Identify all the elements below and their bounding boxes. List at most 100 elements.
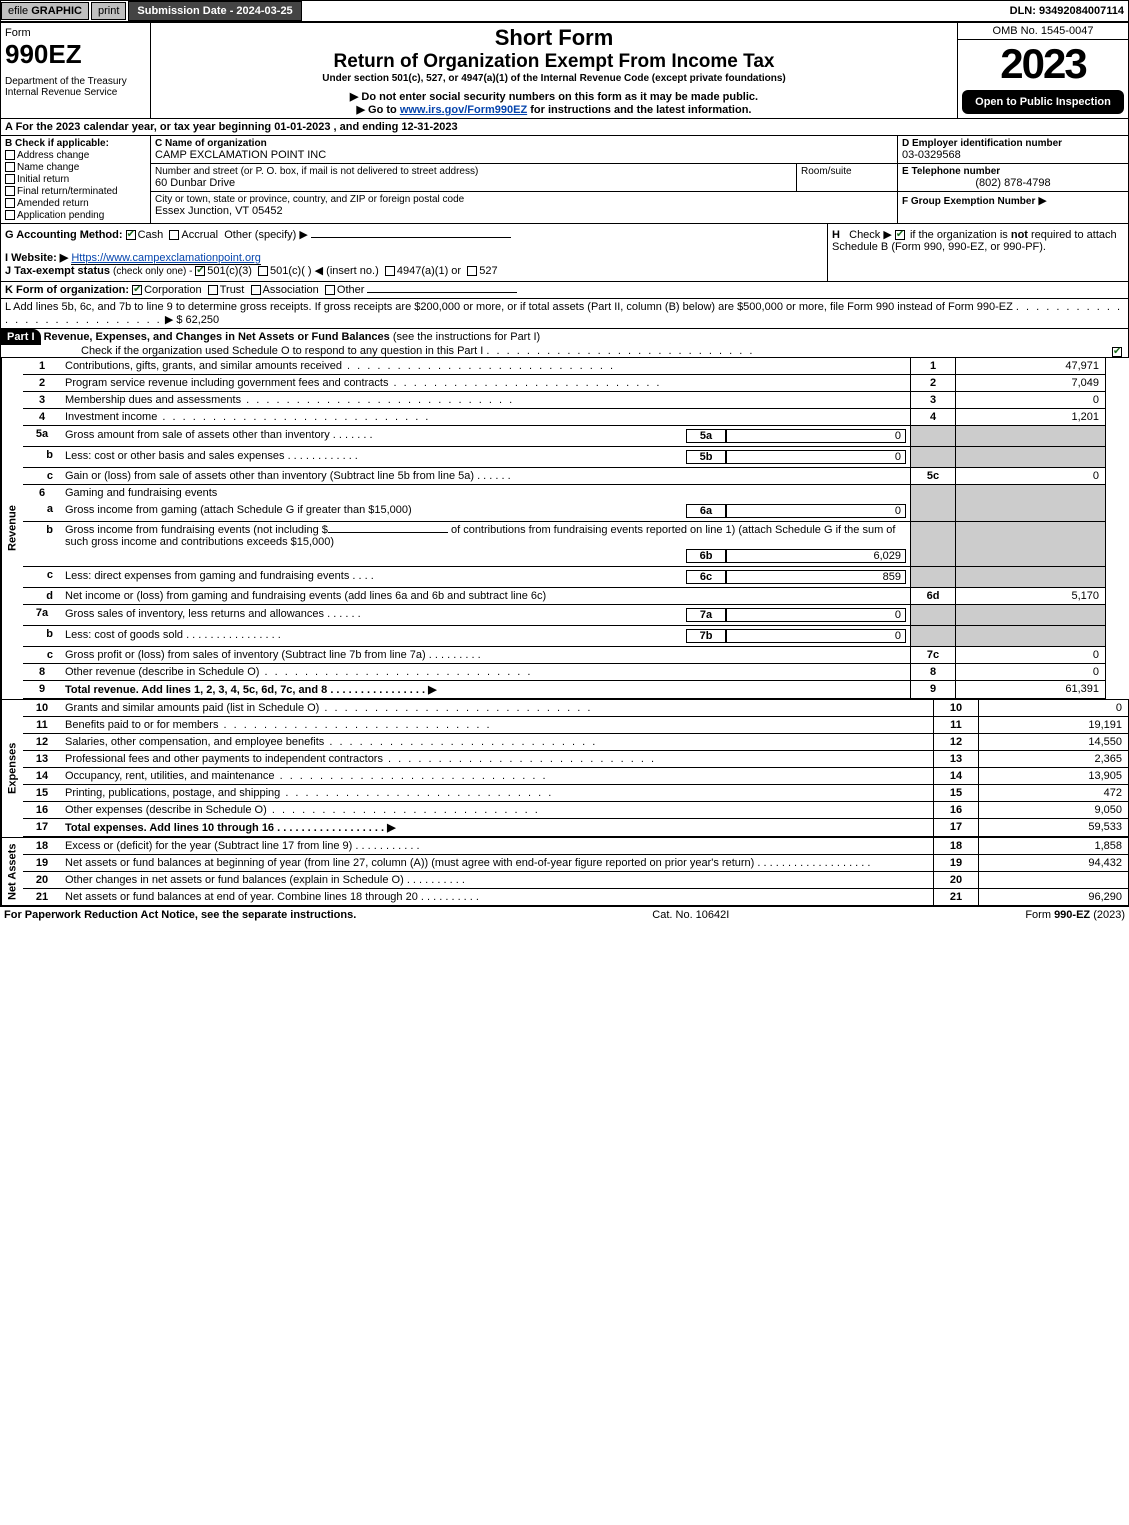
page-footer: For Paperwork Reduction Act Notice, see … [0, 906, 1129, 923]
line-7a-desc: Gross sales of inventory, less returns a… [61, 605, 910, 625]
ssn-warning: ▶ Do not enter social security numbers o… [157, 90, 951, 103]
b-opt-3[interactable]: Final return/terminated [5, 185, 146, 197]
tax-year: 2023 [958, 40, 1128, 88]
part1-title: Revenue, Expenses, and Changes in Net As… [44, 331, 390, 343]
room-label: Room/suite [797, 164, 897, 191]
checkbox-checked-icon[interactable] [895, 230, 905, 240]
efile-button[interactable]: efile GRAPHIC [1, 2, 89, 20]
l-line: L Add lines 5b, 6c, and 7b to line 9 to … [0, 299, 1129, 329]
part1-check-text: Check if the organization used Schedule … [81, 345, 483, 357]
goto-line: ▶ Go to www.irs.gov/Form990EZ for instru… [157, 103, 951, 116]
line-2-desc: Program service revenue including govern… [61, 375, 910, 391]
line-15-desc: Printing, publications, postage, and shi… [61, 785, 933, 801]
line-14-amt: 13,905 [978, 768, 1128, 784]
line-5c-desc: Gain or (loss) from sale of assets other… [61, 468, 910, 484]
line-15-amt: 472 [978, 785, 1128, 801]
part1-sub: (see the instructions for Part I) [393, 331, 540, 343]
title-return: Return of Organization Exempt From Incom… [157, 51, 951, 73]
checkbox-icon[interactable] [251, 285, 261, 295]
other-input[interactable] [311, 237, 511, 238]
b-opt-2[interactable]: Initial return [5, 173, 146, 185]
form-word: Form [5, 27, 146, 39]
l-arrow: ▶ $ [165, 314, 183, 326]
checkbox-checked-icon[interactable] [126, 230, 136, 240]
i-line: I Website: ▶ Https://www.campexclamation… [5, 251, 823, 264]
goto-link[interactable]: www.irs.gov/Form990EZ [400, 104, 527, 116]
checkbox-icon [5, 210, 15, 220]
checkbox-checked-icon[interactable] [195, 266, 205, 276]
line-6d-desc: Net income or (loss) from gaming and fun… [61, 588, 910, 604]
c-label: C Name of organization [155, 138, 893, 149]
line-a: A For the 2023 calendar year, or tax yea… [0, 119, 1129, 136]
line-4-amt: 1,201 [955, 409, 1105, 425]
line-10-amt: 0 [978, 700, 1128, 716]
j-label: J Tax-exempt status [5, 265, 110, 277]
6b-input[interactable] [328, 532, 448, 533]
line-5a-desc: Gross amount from sale of assets other t… [61, 426, 910, 446]
form-header: Form 990EZ Department of the Treasury In… [0, 22, 1129, 119]
checkbox-icon[interactable] [385, 266, 395, 276]
b-opt-0[interactable]: Address change [5, 149, 146, 161]
h-block: H Check ▶ if the organization is not req… [828, 224, 1128, 281]
checkbox-icon[interactable] [258, 266, 268, 276]
dept-treasury: Department of the Treasury Internal Reve… [5, 76, 146, 98]
line-10-desc: Grants and similar amounts paid (list in… [61, 700, 933, 716]
b-opt-5[interactable]: Application pending [5, 209, 146, 221]
checkbox-icon[interactable] [169, 230, 179, 240]
i-label: I Website: ▶ [5, 252, 68, 264]
netassets-section: Net Assets 18Excess or (deficit) for the… [0, 837, 1129, 906]
graphic-label: GRAPHIC [31, 5, 82, 17]
print-button[interactable]: print [91, 2, 126, 20]
dots-icon [486, 345, 754, 357]
addr-label: Number and street (or P. O. box, if mail… [155, 166, 792, 177]
gh-block: G Accounting Method: Cash Accrual Other … [0, 224, 1129, 281]
cat-no: Cat. No. 10642I [356, 909, 1025, 921]
line-4-desc: Investment income [61, 409, 910, 425]
line-12-amt: 14,550 [978, 734, 1128, 750]
e-label: E Telephone number [902, 166, 1124, 177]
line-3-desc: Membership dues and assessments [61, 392, 910, 408]
checkbox-icon [5, 186, 15, 196]
revenue-label: Revenue [1, 358, 23, 699]
line-5c-amt: 0 [955, 468, 1105, 484]
checkbox-icon [5, 198, 15, 208]
subtitle: Under section 501(c), 527, or 4947(a)(1)… [157, 73, 951, 84]
line-6a-desc: Gross income from gaming (attach Schedul… [61, 501, 910, 521]
line-13-desc: Professional fees and other payments to … [61, 751, 933, 767]
b-opt-1[interactable]: Name change [5, 161, 146, 173]
goto-post: for instructions and the latest informat… [527, 104, 751, 116]
city-label: City or town, state or province, country… [155, 194, 893, 205]
line-18-desc: Excess or (deficit) for the year (Subtra… [61, 838, 933, 854]
checkbox-checked-icon[interactable] [132, 285, 142, 295]
line-11-desc: Benefits paid to or for members [61, 717, 933, 733]
line-17-desc: Total expenses. Add lines 10 through 16 … [61, 819, 933, 836]
line-20-amt [978, 872, 1128, 888]
checkbox-checked-icon[interactable] [1112, 347, 1122, 357]
checkbox-icon [5, 174, 15, 184]
j-line: J Tax-exempt status (check only one) - 5… [5, 264, 823, 277]
line-1-amt: 47,971 [955, 358, 1105, 374]
line-21-amt: 96,290 [978, 889, 1128, 905]
line-8-desc: Other revenue (describe in Schedule O) [61, 664, 910, 680]
open-public: Open to Public Inspection [962, 90, 1124, 114]
checkbox-icon[interactable] [467, 266, 477, 276]
efile-label: efile [8, 5, 28, 17]
title-short-form: Short Form [157, 25, 951, 51]
k-other-input[interactable] [367, 292, 517, 293]
b-title: B Check if applicable: [5, 138, 146, 149]
form-ref: Form 990-EZ (2023) [1025, 909, 1125, 921]
line-14-desc: Occupancy, rent, utilities, and maintena… [61, 768, 933, 784]
b-opt-4[interactable]: Amended return [5, 197, 146, 209]
org-name: CAMP EXCLAMATION POINT INC [155, 149, 893, 161]
bcdef-block: B Check if applicable: Address change Na… [0, 136, 1129, 224]
line-19-desc: Net assets or fund balances at beginning… [61, 855, 933, 871]
line-13-amt: 2,365 [978, 751, 1128, 767]
line-12-desc: Salaries, other compensation, and employ… [61, 734, 933, 750]
checkbox-icon[interactable] [208, 285, 218, 295]
line-16-amt: 9,050 [978, 802, 1128, 818]
f-arrow: ▶ [1038, 195, 1046, 207]
k-label: K Form of organization: [5, 284, 129, 296]
checkbox-icon[interactable] [325, 285, 335, 295]
revenue-section: Revenue 1Contributions, gifts, grants, a… [0, 358, 1106, 699]
goto-pre: ▶ Go to [357, 104, 400, 116]
